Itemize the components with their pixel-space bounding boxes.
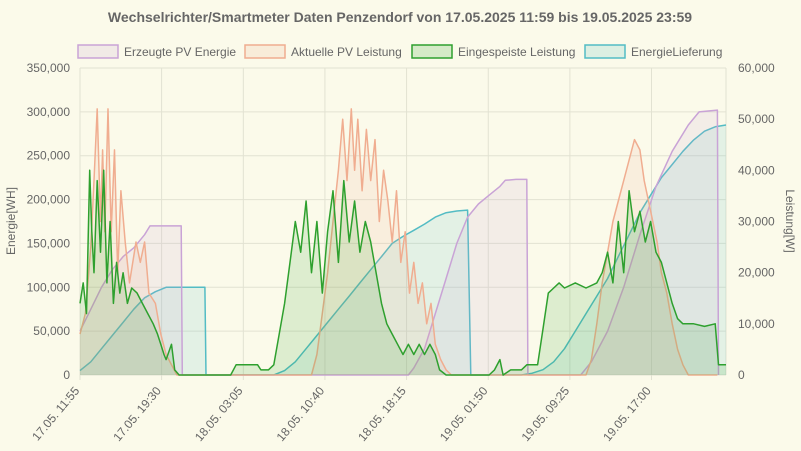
x-tick-label: 19.05. 17:00 (600, 384, 654, 444)
x-tick-label: 18.05. 03:05 (192, 384, 246, 444)
legend-swatch (77, 44, 119, 59)
series-line (79, 108, 718, 376)
legend-label: Eingespeiste Leistung (458, 45, 575, 59)
legend-item[interactable]: EnergieLieferung (584, 44, 722, 59)
y-right-tick-label: 30,000 (738, 215, 775, 229)
x-tick-label: 17.05. 11:55 (29, 384, 82, 444)
legend-item[interactable]: Aktuelle PV Leistung (244, 44, 402, 59)
legend-item[interactable]: Erzeugte PV Energie (77, 44, 236, 59)
series-0 (79, 109, 720, 376)
y-left-tick-label: 300,000 (27, 105, 71, 119)
y-left-tick-label: 50,000 (33, 324, 70, 338)
left-axis: 350,000 300,000 250,000 200,000 150,000 100,0… (27, 61, 71, 382)
series-area (80, 110, 719, 375)
chart-title: Wechselrichter/Smartmeter Daten Penzendo… (108, 9, 692, 25)
legend-label: Aktuelle PV Leistung (291, 45, 402, 59)
legend-item[interactable]: Eingespeiste Leistung (411, 44, 575, 59)
y-right-tick-label: 40,000 (738, 163, 775, 177)
series-area (80, 170, 726, 375)
x-tick-label: 17.05. 19:30 (110, 384, 164, 444)
series-area (80, 108, 718, 376)
legend-label: EnergieLieferung (631, 45, 722, 59)
legend-swatch (584, 44, 626, 59)
legend: Erzeugte PV Energie Aktuelle PV Leistung E… (77, 44, 722, 59)
x-tick-label: 18.05. 10:40 (274, 384, 328, 444)
y-right-tick-label: 10,000 (738, 317, 775, 331)
series-1 (79, 108, 718, 376)
y-left-tick-label: 250,000 (27, 149, 71, 163)
series-2 (79, 169, 726, 376)
y-right-tick-label: 20,000 (738, 266, 775, 280)
x-tick-label: 18.05. 18:15 (355, 384, 409, 444)
right-axis: 60,000 50,000 40,000 30,000 20,000 10,000 0 (738, 61, 775, 382)
y-left-tick-label: 0 (63, 368, 70, 382)
y-left-tick-label: 100,000 (27, 280, 71, 294)
series-layer (79, 108, 727, 376)
y-right-tick-label: 60,000 (738, 61, 775, 75)
legend-swatch (411, 44, 453, 59)
y-axis-left-label: Energie[WH] (4, 187, 18, 255)
y-right-tick-label: 50,000 (738, 112, 775, 126)
series-line (79, 169, 726, 376)
legend-swatch (244, 44, 286, 59)
legend-label: Erzeugte PV Energie (124, 45, 236, 59)
y-left-tick-label: 200,000 (27, 193, 71, 207)
series-line (79, 124, 727, 376)
x-tick-label: 19.05. 09:25 (519, 384, 573, 444)
y-left-tick-label: 350,000 (27, 61, 71, 75)
x-tick-label: 19.05. 01:50 (437, 384, 491, 444)
series-line (79, 109, 720, 376)
y-axis-right-label: Leistung[W] (783, 189, 797, 252)
y-right-tick-label: 0 (738, 368, 745, 382)
x-axis: 17.05. 11:55 17.05. 19:30 18.05. 03:05 18.0… (29, 384, 654, 444)
y-left-tick-label: 150,000 (27, 236, 71, 250)
